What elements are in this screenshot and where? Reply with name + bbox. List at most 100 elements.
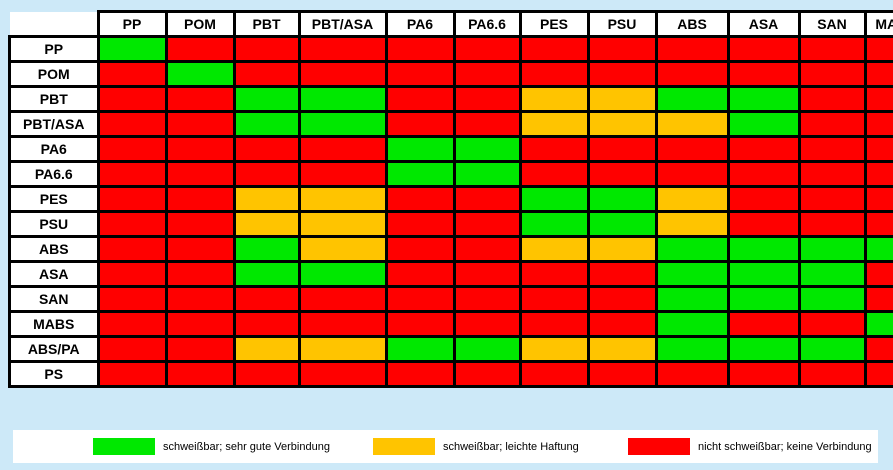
matrix-cell	[797, 135, 867, 163]
row-header: PBT	[8, 85, 100, 113]
matrix-cell	[96, 210, 168, 238]
matrix-cell	[797, 85, 867, 113]
matrix-cell	[164, 185, 236, 213]
matrix-cell	[297, 35, 388, 63]
matrix-cell	[232, 60, 301, 88]
matrix-cell	[297, 360, 388, 388]
matrix-cell	[164, 110, 236, 138]
matrix-cell	[96, 310, 168, 338]
matrix-cell	[518, 60, 590, 88]
matrix-cell	[726, 235, 801, 263]
matrix-cell	[586, 110, 658, 138]
matrix-cell	[726, 360, 801, 388]
matrix-cell	[726, 210, 801, 238]
matrix-cell	[96, 135, 168, 163]
matrix-cell	[232, 310, 301, 338]
matrix-cell	[863, 260, 893, 288]
matrix-cell	[586, 360, 658, 388]
matrix-cell	[297, 235, 388, 263]
matrix-cell	[297, 185, 388, 213]
matrix-cell	[164, 285, 236, 313]
matrix-cell	[654, 135, 730, 163]
corner-cell	[9, 11, 98, 37]
matrix-cell	[164, 160, 236, 188]
row-header: PP	[8, 35, 100, 63]
matrix-cell	[452, 85, 522, 113]
matrix-cell	[797, 310, 867, 338]
table-row: PP	[8, 35, 893, 63]
matrix-cell	[586, 210, 658, 238]
matrix-cell	[164, 60, 236, 88]
matrix-cell	[863, 35, 893, 63]
legend-label: nicht schweißbar; keine Verbindung	[698, 440, 872, 453]
matrix-cell	[164, 135, 236, 163]
matrix-cell	[384, 360, 456, 388]
matrix-cell	[863, 160, 893, 188]
matrix-cell	[654, 335, 730, 363]
matrix-cell	[384, 160, 456, 188]
table-row: PA6.6	[8, 160, 893, 188]
legend: schweißbar; sehr gute Verbindung schweiß…	[13, 430, 878, 463]
matrix-cell	[452, 160, 522, 188]
matrix-cell	[232, 110, 301, 138]
matrix-cell	[586, 35, 658, 63]
matrix-cell	[96, 85, 168, 113]
matrix-cell	[518, 235, 590, 263]
matrix-cell	[863, 360, 893, 388]
matrix-cell	[232, 260, 301, 288]
matrix-cell	[164, 260, 236, 288]
matrix-cell	[654, 310, 730, 338]
matrix-cell	[164, 85, 236, 113]
column-header: PBT	[232, 10, 301, 38]
matrix-cell	[518, 335, 590, 363]
matrix-cell	[586, 185, 658, 213]
matrix-cell	[518, 135, 590, 163]
matrix-cell	[518, 285, 590, 313]
column-header: PES	[518, 10, 590, 38]
matrix-cell	[586, 135, 658, 163]
matrix-cell	[797, 160, 867, 188]
matrix-cell	[96, 110, 168, 138]
column-header: PA6.6	[452, 10, 522, 38]
compatibility-matrix: PPPOMPBTPBT/ASAPA6PA6.6PESPSUABSASASANMA…	[8, 10, 893, 388]
legend-swatch-orange	[373, 438, 435, 455]
matrix-cell	[96, 35, 168, 63]
matrix-cell	[726, 85, 801, 113]
matrix-cell	[654, 60, 730, 88]
matrix-cell	[297, 335, 388, 363]
matrix-cell	[726, 160, 801, 188]
matrix-cell	[654, 360, 730, 388]
row-header: PS	[8, 360, 100, 388]
matrix-cell	[452, 60, 522, 88]
matrix-cell	[863, 235, 893, 263]
matrix-cell	[164, 360, 236, 388]
matrix-cell	[96, 235, 168, 263]
matrix-cell	[164, 35, 236, 63]
matrix-cell	[586, 335, 658, 363]
matrix-cell	[586, 85, 658, 113]
matrix-cell	[863, 310, 893, 338]
matrix-cell	[726, 135, 801, 163]
matrix-cell	[232, 185, 301, 213]
matrix-cell	[654, 260, 730, 288]
legend-swatch-green	[93, 438, 155, 455]
legend-label: schweißbar; sehr gute Verbindung	[163, 440, 330, 453]
matrix-cell	[726, 60, 801, 88]
matrix-cell	[863, 335, 893, 363]
matrix-cell	[232, 35, 301, 63]
matrix-cell	[863, 185, 893, 213]
matrix-cell	[654, 110, 730, 138]
matrix-cell	[797, 360, 867, 388]
matrix-cell	[654, 85, 730, 113]
row-header: PA6.6	[8, 160, 100, 188]
column-header: PBT/ASA	[297, 10, 388, 38]
matrix-cell	[863, 85, 893, 113]
matrix-cell	[297, 110, 388, 138]
matrix-cell	[384, 185, 456, 213]
column-header: PA6	[384, 10, 456, 38]
matrix-cell	[518, 360, 590, 388]
matrix-cell	[518, 185, 590, 213]
matrix-cell	[96, 260, 168, 288]
matrix-cell	[452, 360, 522, 388]
table-row: PBT	[8, 85, 893, 113]
